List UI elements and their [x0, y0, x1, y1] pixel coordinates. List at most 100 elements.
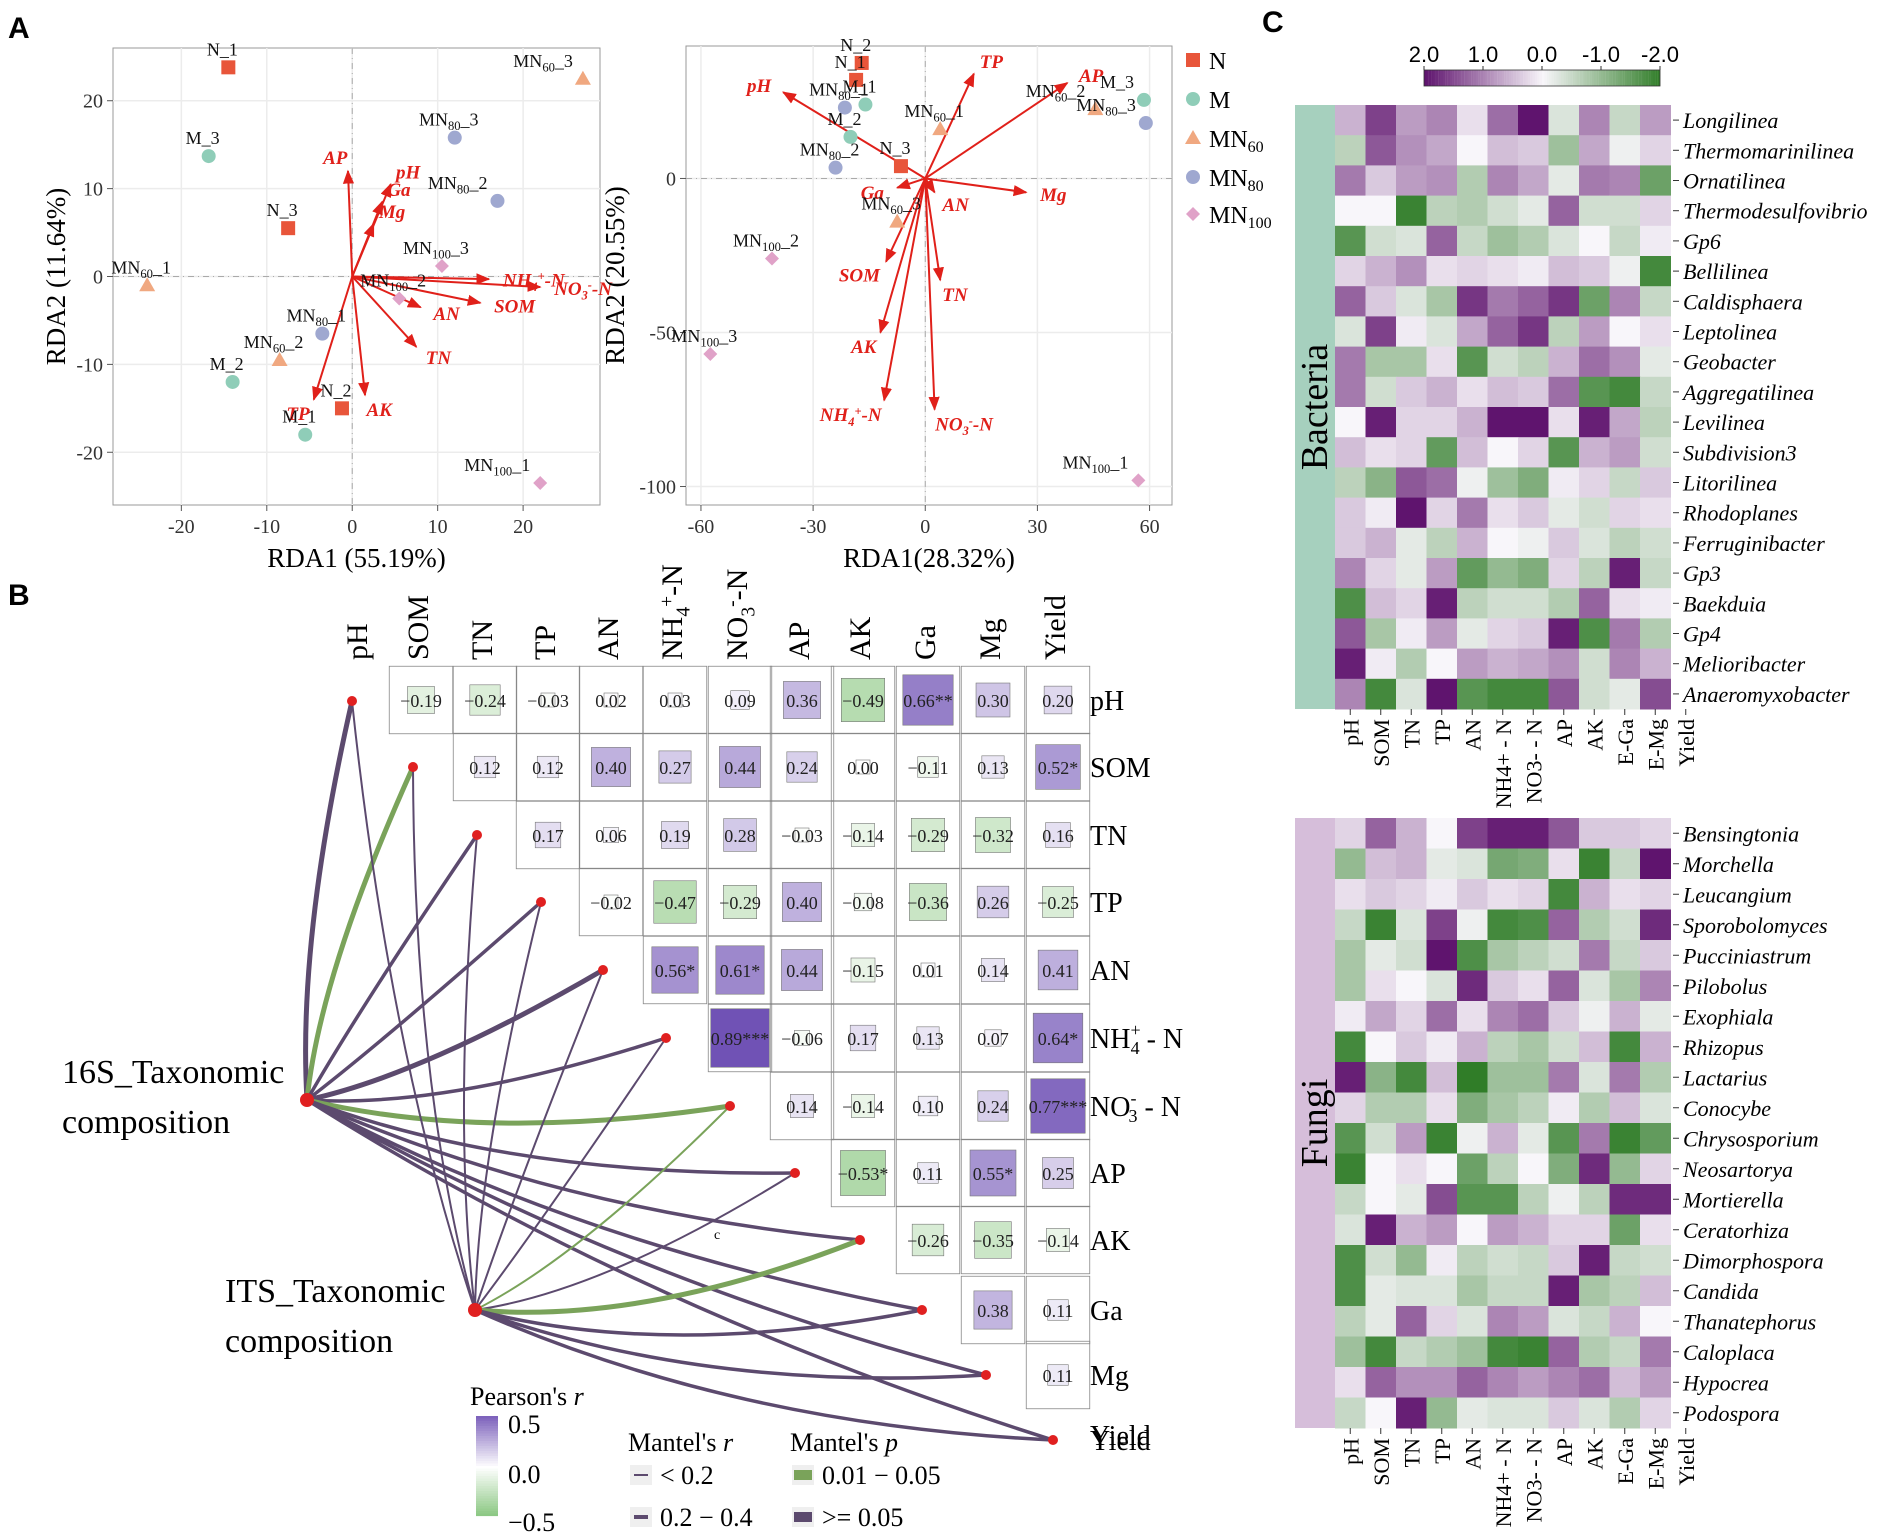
- heat-cell: [1640, 1062, 1671, 1093]
- heat-cell: [1487, 165, 1519, 197]
- heat-cell: [1609, 1153, 1641, 1185]
- mantel-link: [305, 900, 543, 1102]
- heat-cell: [1548, 346, 1580, 378]
- heat-cell: [1426, 165, 1458, 197]
- heat-cell: [1396, 497, 1427, 529]
- heat-cell: [1457, 1306, 1488, 1337]
- cell-square: [782, 882, 822, 922]
- heat-cell: [1518, 165, 1549, 197]
- row-header: TP: [1090, 888, 1123, 919]
- genus-label: Caloplaca: [1683, 1340, 1775, 1365]
- cell-border: [1025, 800, 1091, 870]
- heat-cell: [1609, 346, 1641, 378]
- point-label: MN60_2: [1026, 81, 1086, 105]
- heat-cell: [1487, 1153, 1519, 1185]
- arrow-nh4n: [880, 178, 927, 402]
- colorbar-step: [1596, 70, 1599, 86]
- genus-label: Anaeromyxobacter: [1681, 682, 1850, 707]
- heat-cell: [1426, 407, 1458, 438]
- heat-cell: [1426, 1214, 1458, 1246]
- point-circle: [447, 130, 462, 145]
- heat-cell: [1518, 225, 1549, 257]
- row-header: AP: [1090, 1159, 1126, 1190]
- heat-cell: [1335, 286, 1366, 317]
- cell-border: [960, 1071, 1026, 1141]
- legend-circle: [1186, 170, 1200, 184]
- heat-cell: [1609, 467, 1641, 499]
- heat-cell: [1396, 1184, 1427, 1215]
- heat-cell: [1365, 678, 1397, 710]
- y-tick-label: -100: [639, 477, 676, 499]
- cell-value: −0.35: [972, 1231, 1014, 1251]
- cell-value: −0.29: [719, 893, 761, 913]
- cell-value: −0.25: [1037, 893, 1079, 913]
- heat-cell: [1365, 940, 1397, 971]
- cell-border: [769, 800, 835, 870]
- heat-cell: [1426, 818, 1458, 849]
- colorbar-step: [1610, 70, 1613, 86]
- cell-square: [855, 759, 871, 775]
- heat-cell: [1335, 437, 1366, 468]
- heat-cell: [1396, 1062, 1427, 1093]
- heat-cell: [1487, 970, 1519, 1002]
- y-axis-title: RDA2 (20.55%): [600, 186, 630, 364]
- genus-label: Mortierella: [1682, 1187, 1784, 1212]
- cell-square: [653, 880, 697, 924]
- colorbar-step: [476, 1458, 498, 1462]
- arrow-tp: [924, 72, 975, 179]
- group-strip: [1295, 105, 1335, 709]
- cell-value: 0.24: [786, 758, 818, 778]
- heat-cell: [1396, 286, 1427, 317]
- heat-cell: [1579, 1031, 1610, 1063]
- arrow-label: AN: [941, 195, 970, 216]
- heat-cell: [1579, 467, 1610, 499]
- mantel-link: [304, 1097, 733, 1126]
- colorbar-step: [1622, 70, 1625, 86]
- variable-node: [790, 1168, 800, 1178]
- heat-cell: [1457, 848, 1488, 880]
- heat-cell: [1365, 879, 1397, 910]
- heat-cell: [1640, 588, 1671, 619]
- arrow-label: Mg: [1039, 185, 1066, 206]
- heat-cell: [1487, 527, 1519, 559]
- heat-cell: [1548, 1062, 1580, 1093]
- colorbar-step: [476, 1511, 498, 1514]
- arrow-ak: [878, 178, 927, 334]
- row-header: Yield: [1090, 1426, 1151, 1457]
- heat-cell: [1396, 940, 1427, 971]
- cell-value: −0.32: [972, 826, 1014, 846]
- heat-cell: [1426, 1397, 1458, 1429]
- cell-value: −0.15: [842, 961, 884, 981]
- x-tick-label: 20: [513, 516, 533, 538]
- arrow-label: Ga: [861, 183, 885, 204]
- mantel-link: [473, 1308, 1055, 1442]
- colorbar-step: [476, 1496, 498, 1499]
- cell-border: [895, 1205, 961, 1275]
- colorbar-step: [1572, 70, 1576, 86]
- node-16s: [300, 1093, 314, 1107]
- y-tick-label: 10: [83, 179, 103, 201]
- column-header: Yield: [1039, 595, 1072, 660]
- cell-square: [536, 755, 560, 779]
- point-label: MN60_1: [111, 257, 171, 281]
- heat-cell: [1609, 165, 1641, 197]
- heat-cell: [1518, 1123, 1549, 1154]
- colorbar-step: [1643, 70, 1646, 86]
- heat-cell: [1640, 1397, 1671, 1429]
- legend-pearson-title: Pearson's r: [470, 1382, 585, 1411]
- heat-cell: [1457, 678, 1488, 710]
- column-label: Yield: [1674, 719, 1699, 767]
- cell-value: 0.14: [977, 961, 1009, 981]
- heat-cell: [1518, 1397, 1549, 1429]
- heat-cell: [1609, 848, 1641, 880]
- heat-cell: [1365, 558, 1397, 589]
- colorbar-step: [476, 1418, 498, 1422]
- point-label: MN80_1: [287, 306, 347, 330]
- heat-cell: [1548, 1245, 1580, 1276]
- cell-value: 0.20: [1042, 691, 1074, 711]
- mantel-link: [305, 1098, 924, 1312]
- mantel-link: [304, 764, 416, 1103]
- cell-border: [895, 732, 961, 802]
- colorbar-step: [476, 1478, 498, 1482]
- heat-cell: [1609, 286, 1641, 317]
